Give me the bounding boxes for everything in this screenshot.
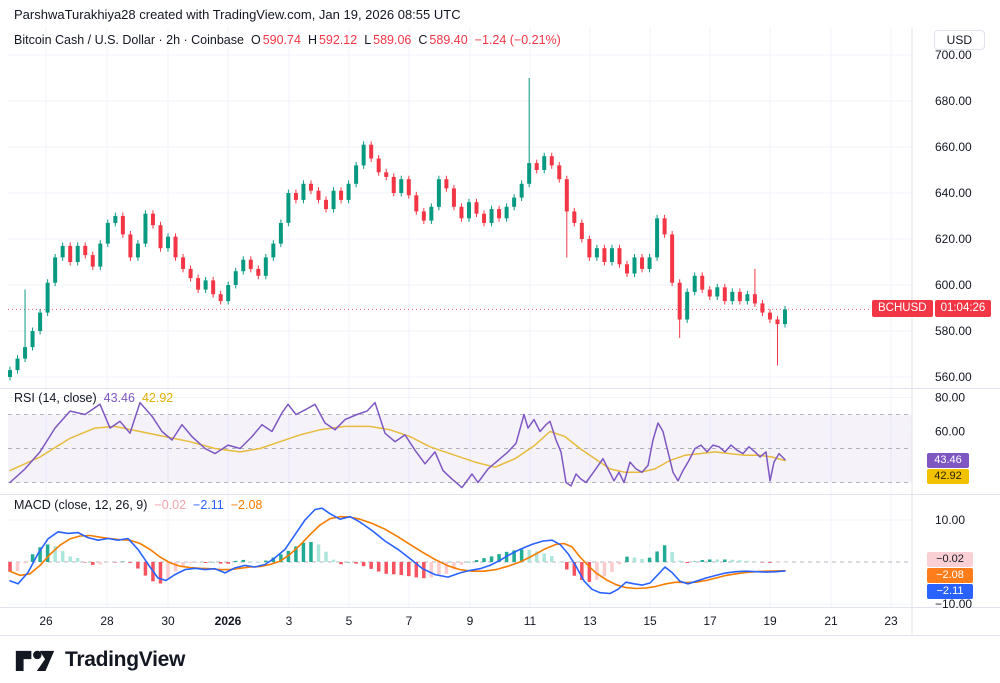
svg-text:5: 5 [346, 614, 353, 628]
svg-text:620.00: 620.00 [935, 232, 972, 246]
ohlc-low: L 589.06 [364, 33, 412, 47]
svg-text:10.00: 10.00 [935, 513, 965, 527]
svg-text:17: 17 [703, 614, 717, 628]
svg-text:700.00: 700.00 [935, 48, 972, 62]
rsi-title[interactable]: RSI (14, close) [14, 391, 97, 405]
svg-text:600.00: 600.00 [935, 278, 972, 292]
svg-text:60.00: 60.00 [935, 425, 965, 439]
svg-text:80.00: 80.00 [935, 391, 965, 405]
footer: TradingView [0, 636, 1000, 683]
macd-hist-scale-badge: −0.02 [927, 552, 973, 567]
ohlc-open: O 590.74 [250, 33, 301, 47]
svg-text:28: 28 [100, 614, 114, 628]
rsi-ma-scale-badge: 42.92 [927, 469, 969, 484]
svg-text:680.00: 680.00 [935, 94, 972, 108]
rsi-ma-value: 42.92 [141, 391, 174, 405]
last-price-symbol: BCHUSD [872, 300, 933, 317]
svg-text:−10.00: −10.00 [935, 597, 972, 611]
rsi-legend: RSI (14, close) 43.46 42.92 [14, 391, 173, 405]
macd-hist-value: −0.02 [154, 498, 187, 512]
rsi-scale-badge: 43.46 [927, 453, 969, 468]
svg-text:15: 15 [643, 614, 657, 628]
attribution-text: ParshwaTurakhiya28 created with TradingV… [14, 6, 461, 22]
chart-canvas[interactable]: 560.00580.00600.00620.00640.00660.00680.… [0, 0, 1000, 636]
symbol-title[interactable]: Bitcoin Cash / U.S. Dollar · 2h · Coinba… [14, 33, 244, 47]
macd-signal-value: −2.08 [230, 498, 263, 512]
svg-text:580.00: 580.00 [935, 324, 972, 338]
tradingview-logo-icon[interactable] [14, 645, 56, 675]
svg-text:2026: 2026 [215, 614, 242, 628]
attribution-bar: ParshwaTurakhiya28 created with TradingV… [14, 0, 461, 28]
svg-text:26: 26 [39, 614, 53, 628]
macd-legend: MACD (close, 12, 26, 9) −0.02 −2.11 −2.0… [14, 498, 262, 512]
currency-toggle-button[interactable]: USD [933, 30, 985, 50]
change-value: −1.24 (−0.21%) [474, 33, 561, 47]
symbol-legend: Bitcoin Cash / U.S. Dollar · 2h · Coinba… [14, 33, 561, 47]
svg-text:7: 7 [406, 614, 413, 628]
brand-name[interactable]: TradingView [65, 647, 186, 671]
macd-signal-scale-badge: −2.08 [927, 568, 973, 583]
svg-text:13: 13 [583, 614, 597, 628]
svg-text:11: 11 [524, 614, 537, 628]
svg-text:3: 3 [286, 614, 293, 628]
macd-scale-badge: −2.11 [927, 584, 973, 599]
bar-countdown: 01:04:26 [934, 300, 992, 317]
svg-text:19: 19 [763, 614, 777, 628]
last-price-badge: BCHUSD 01:04:26 [872, 300, 992, 317]
svg-text:640.00: 640.00 [935, 186, 972, 200]
ohlc-high: H 592.12 [307, 33, 358, 47]
svg-text:560.00: 560.00 [935, 370, 972, 384]
macd-main-value: −2.11 [193, 498, 224, 512]
svg-text:23: 23 [884, 614, 898, 628]
macd-title[interactable]: MACD (close, 12, 26, 9) [14, 498, 148, 512]
svg-text:30: 30 [161, 614, 175, 628]
svg-text:9: 9 [467, 614, 474, 628]
svg-text:21: 21 [824, 614, 838, 628]
svg-text:660.00: 660.00 [935, 140, 972, 154]
ohlc-close: C 589.40 [418, 33, 468, 47]
rsi-value: 43.46 [103, 391, 135, 405]
